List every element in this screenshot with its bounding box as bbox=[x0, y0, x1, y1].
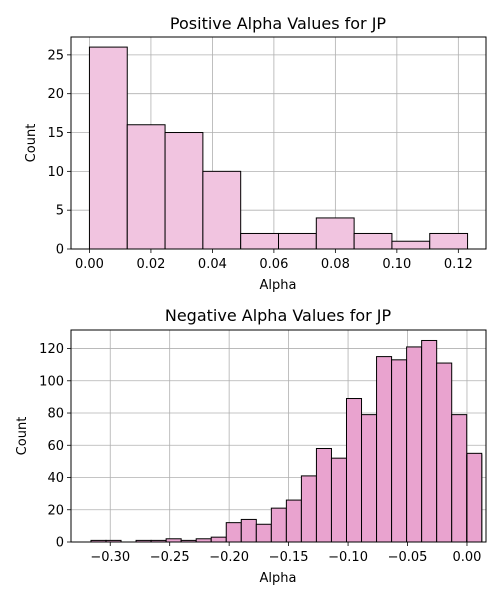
histogram-bar bbox=[353, 232, 393, 250]
y-tick-label: 10 bbox=[47, 165, 64, 180]
axis-ticks: −0.30 −0.25 −0.20 −0.15 −0.10 −0.05 0.00 0 20 40 6… bbox=[39, 342, 481, 565]
histogram-bar bbox=[126, 124, 166, 250]
y-tick-label: 60 bbox=[47, 439, 64, 454]
histogram-bar bbox=[270, 507, 287, 543]
x-tick-label: 0.12 bbox=[444, 257, 473, 272]
histogram-bar bbox=[300, 475, 317, 543]
histogram-bar bbox=[88, 46, 128, 250]
x-tick-label: 0.04 bbox=[198, 257, 227, 272]
histogram-bar bbox=[466, 452, 483, 543]
histogram-bar bbox=[421, 339, 438, 543]
y-tick-label: 0 bbox=[56, 243, 64, 258]
histogram-bar bbox=[225, 522, 242, 543]
x-tick-label: 0.08 bbox=[321, 257, 350, 272]
x-tick-label: 0.02 bbox=[136, 257, 165, 272]
histogram-bar bbox=[451, 414, 468, 543]
y-tick-label: 100 bbox=[39, 374, 64, 389]
histogram-bar bbox=[315, 447, 332, 543]
histogram-bar bbox=[315, 217, 355, 250]
histogram-bars bbox=[90, 339, 483, 543]
histogram-bars bbox=[88, 46, 469, 250]
chart-title: Positive Alpha Values for JP bbox=[170, 14, 387, 33]
histogram-bar bbox=[406, 346, 423, 543]
histogram-bar bbox=[391, 240, 431, 250]
y-tick-label: 80 bbox=[47, 407, 64, 422]
histogram-bar bbox=[330, 457, 347, 543]
histogram-bar bbox=[436, 362, 453, 543]
chart-title: Negative Alpha Values for JP bbox=[165, 306, 392, 325]
y-tick-label: 20 bbox=[47, 87, 64, 102]
plot-frame bbox=[70, 36, 487, 250]
histogram-bar bbox=[285, 499, 302, 543]
chart-positive-alpha: Positive Alpha Values for JP 0.00 0.02 0.0… bbox=[24, 14, 487, 293]
y-tick-label: 0 bbox=[56, 536, 64, 551]
chart-negative-alpha: Negative Alpha Values for JP −0.30 −0.25−… bbox=[15, 306, 487, 586]
y-axis-label: Count bbox=[24, 124, 39, 163]
y-tick-label: 25 bbox=[47, 48, 64, 63]
x-tick-label: 0.06 bbox=[259, 257, 288, 272]
histogram-bar bbox=[210, 536, 227, 543]
x-tick-label: 0.00 bbox=[452, 550, 481, 565]
histogram-bar bbox=[240, 518, 257, 543]
histogram-bar bbox=[391, 359, 408, 543]
y-tick-label: 15 bbox=[47, 126, 64, 141]
x-tick-label: −0.05 bbox=[388, 550, 428, 565]
histogram-bar bbox=[202, 170, 242, 250]
histogram-bar bbox=[429, 232, 469, 250]
x-tick-label: −0.10 bbox=[328, 550, 368, 565]
histogram-bar bbox=[255, 523, 272, 543]
axis-ticks: 0.00 0.02 0.04 0.06 0.08 0.10 0.12 0 5 10 15 20 25 bbox=[47, 48, 472, 272]
histogram-bar bbox=[345, 398, 363, 543]
x-tick-label: −0.25 bbox=[150, 550, 190, 565]
x-tick-label: 0.10 bbox=[382, 257, 411, 272]
y-axis-label: Count bbox=[15, 417, 30, 456]
plot-frame bbox=[70, 329, 487, 543]
x-axis-label: Alpha bbox=[260, 278, 297, 293]
x-tick-label: −0.20 bbox=[209, 550, 249, 565]
x-tick-label: −0.15 bbox=[269, 550, 309, 565]
x-tick-label: 0.00 bbox=[75, 257, 104, 272]
y-tick-label: 20 bbox=[47, 503, 64, 518]
histogram-bar bbox=[361, 414, 378, 543]
x-axis-label: Alpha bbox=[260, 571, 297, 586]
histogram-bar bbox=[240, 232, 279, 250]
histogram-bar bbox=[278, 232, 317, 250]
y-tick-label: 5 bbox=[56, 204, 64, 219]
histogram-bar bbox=[376, 356, 393, 543]
x-tick-label: −0.30 bbox=[90, 550, 130, 565]
y-tick-label: 120 bbox=[39, 342, 64, 357]
y-tick-label: 40 bbox=[47, 471, 64, 486]
histogram-bar bbox=[164, 132, 204, 250]
